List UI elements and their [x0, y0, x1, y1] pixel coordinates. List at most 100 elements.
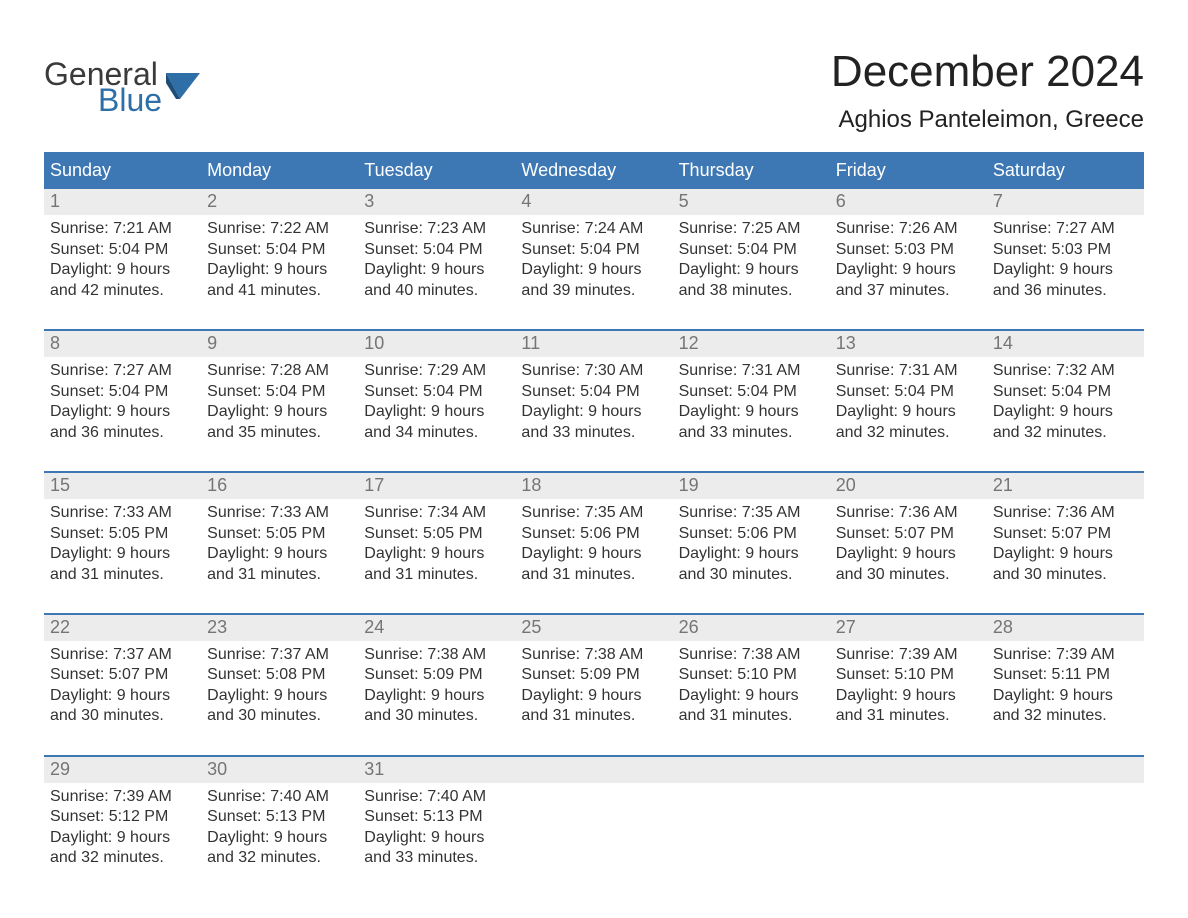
day-number: 14: [987, 331, 1144, 357]
daylight-line2: and 38 minutes.: [679, 281, 824, 301]
daylight-line2: and 40 minutes.: [364, 281, 509, 301]
daylight-line1: Daylight: 9 hours: [207, 544, 352, 564]
day-number: 7: [987, 189, 1144, 215]
day-number: 24: [358, 615, 515, 641]
sunrise-text: Sunrise: 7:40 AM: [207, 787, 352, 807]
sunrise-text: Sunrise: 7:39 AM: [50, 787, 195, 807]
daylight-line1: Daylight: 9 hours: [836, 260, 981, 280]
sunset-text: Sunset: 5:04 PM: [679, 382, 824, 402]
sunrise-text: Sunrise: 7:35 AM: [521, 503, 666, 523]
sunset-text: Sunset: 5:03 PM: [836, 240, 981, 260]
day-number: 20: [830, 473, 987, 499]
day-details: Sunrise: 7:36 AMSunset: 5:07 PMDaylight:…: [830, 499, 987, 605]
daylight-line2: and 30 minutes.: [50, 706, 195, 726]
day-number: 4: [515, 189, 672, 215]
day-number: 12: [673, 331, 830, 357]
sunset-text: Sunset: 5:09 PM: [364, 665, 509, 685]
sunrise-text: Sunrise: 7:29 AM: [364, 361, 509, 381]
daylight-line2: and 31 minutes.: [521, 706, 666, 726]
sunrise-text: Sunrise: 7:27 AM: [993, 219, 1138, 239]
sunrise-text: Sunrise: 7:24 AM: [521, 219, 666, 239]
sunset-text: Sunset: 5:04 PM: [521, 240, 666, 260]
sunrise-text: Sunrise: 7:28 AM: [207, 361, 352, 381]
sunrise-text: Sunrise: 7:37 AM: [207, 645, 352, 665]
sunrise-text: Sunrise: 7:38 AM: [521, 645, 666, 665]
day-number: 31: [358, 757, 515, 783]
sunset-text: Sunset: 5:04 PM: [207, 240, 352, 260]
day-details: Sunrise: 7:29 AMSunset: 5:04 PMDaylight:…: [358, 357, 515, 463]
day-number: 18: [515, 473, 672, 499]
sunset-text: Sunset: 5:04 PM: [50, 240, 195, 260]
daylight-line1: Daylight: 9 hours: [836, 402, 981, 422]
sunset-text: Sunset: 5:04 PM: [993, 382, 1138, 402]
day-number: 28: [987, 615, 1144, 641]
day-details: Sunrise: 7:35 AMSunset: 5:06 PMDaylight:…: [673, 499, 830, 605]
sunrise-text: Sunrise: 7:31 AM: [836, 361, 981, 381]
daylight-line2: and 30 minutes.: [679, 565, 824, 585]
day-number: 30: [201, 757, 358, 783]
sunset-text: Sunset: 5:13 PM: [207, 807, 352, 827]
sunset-text: Sunset: 5:08 PM: [207, 665, 352, 685]
daylight-line1: Daylight: 9 hours: [50, 260, 195, 280]
day-number: 23: [201, 615, 358, 641]
day-number: 26: [673, 615, 830, 641]
sunset-text: Sunset: 5:12 PM: [50, 807, 195, 827]
daylight-line1: Daylight: 9 hours: [364, 544, 509, 564]
sunrise-text: Sunrise: 7:36 AM: [836, 503, 981, 523]
day-details: Sunrise: 7:38 AMSunset: 5:09 PMDaylight:…: [515, 641, 672, 747]
sunrise-text: Sunrise: 7:33 AM: [50, 503, 195, 523]
weekday-header: Monday: [201, 152, 358, 189]
day-number: 13: [830, 331, 987, 357]
day-number: 3: [358, 189, 515, 215]
day-details: Sunrise: 7:33 AMSunset: 5:05 PMDaylight:…: [201, 499, 358, 605]
day-number: 17: [358, 473, 515, 499]
day-details: Sunrise: 7:40 AMSunset: 5:13 PMDaylight:…: [358, 783, 515, 889]
day-number: 8: [44, 331, 201, 357]
daynum-row: 15161718192021: [44, 473, 1144, 499]
weeks-container: 1234567Sunrise: 7:21 AMSunset: 5:04 PMDa…: [44, 189, 1144, 888]
sunset-text: Sunset: 5:07 PM: [836, 524, 981, 544]
day-number: [987, 757, 1144, 783]
day-number: [515, 757, 672, 783]
daylight-line2: and 39 minutes.: [521, 281, 666, 301]
daylight-line1: Daylight: 9 hours: [836, 686, 981, 706]
day-details: Sunrise: 7:38 AMSunset: 5:10 PMDaylight:…: [673, 641, 830, 747]
daynum-row: 891011121314: [44, 331, 1144, 357]
daylight-line1: Daylight: 9 hours: [836, 544, 981, 564]
sunset-text: Sunset: 5:05 PM: [364, 524, 509, 544]
daylight-line2: and 36 minutes.: [50, 423, 195, 443]
day-details: [830, 783, 987, 889]
sunset-text: Sunset: 5:06 PM: [679, 524, 824, 544]
week-row: 15161718192021Sunrise: 7:33 AMSunset: 5:…: [44, 471, 1144, 605]
sunset-text: Sunset: 5:04 PM: [679, 240, 824, 260]
day-number: 2: [201, 189, 358, 215]
sunrise-text: Sunrise: 7:34 AM: [364, 503, 509, 523]
day-details: Sunrise: 7:39 AMSunset: 5:10 PMDaylight:…: [830, 641, 987, 747]
daylight-line2: and 31 minutes.: [679, 706, 824, 726]
day-details: Sunrise: 7:26 AMSunset: 5:03 PMDaylight:…: [830, 215, 987, 321]
daylight-line2: and 30 minutes.: [993, 565, 1138, 585]
day-details: Sunrise: 7:25 AMSunset: 5:04 PMDaylight:…: [673, 215, 830, 321]
sunrise-text: Sunrise: 7:39 AM: [836, 645, 981, 665]
daylight-line1: Daylight: 9 hours: [50, 402, 195, 422]
sunset-text: Sunset: 5:10 PM: [679, 665, 824, 685]
sunset-text: Sunset: 5:10 PM: [836, 665, 981, 685]
day-number: 11: [515, 331, 672, 357]
sunrise-text: Sunrise: 7:25 AM: [679, 219, 824, 239]
day-details: Sunrise: 7:21 AMSunset: 5:04 PMDaylight:…: [44, 215, 201, 321]
daylight-line1: Daylight: 9 hours: [679, 260, 824, 280]
daylight-line2: and 30 minutes.: [207, 706, 352, 726]
sunrise-text: Sunrise: 7:21 AM: [50, 219, 195, 239]
daylight-line1: Daylight: 9 hours: [993, 260, 1138, 280]
daynum-row: 22232425262728: [44, 615, 1144, 641]
daylight-line2: and 32 minutes.: [207, 848, 352, 868]
weekday-header: Thursday: [673, 152, 830, 189]
sunset-text: Sunset: 5:03 PM: [993, 240, 1138, 260]
day-number: 15: [44, 473, 201, 499]
sunrise-text: Sunrise: 7:27 AM: [50, 361, 195, 381]
daylight-line1: Daylight: 9 hours: [521, 544, 666, 564]
daylight-line2: and 32 minutes.: [836, 423, 981, 443]
sunset-text: Sunset: 5:04 PM: [364, 382, 509, 402]
daylight-line2: and 30 minutes.: [364, 706, 509, 726]
daylight-line1: Daylight: 9 hours: [50, 828, 195, 848]
